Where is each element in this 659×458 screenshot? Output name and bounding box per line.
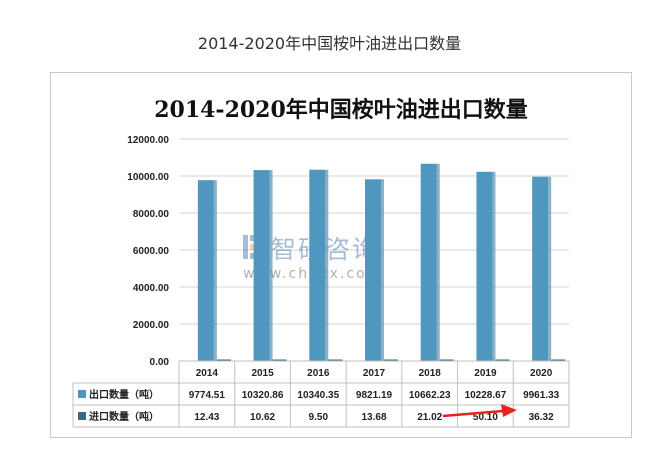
bar-export-shade-2015 [269,170,273,361]
data-table: 2014 2015 2016 2017 2018 2019 2020 出口数量（吨） 9774.… [72,360,570,428]
x-tick-label: 2016 [307,368,330,379]
bar-export-shade-2016 [325,169,329,361]
x-tick-label: 2017 [363,368,386,379]
bar-import-2014 [216,359,231,361]
bar-export-2019 [476,171,493,361]
table-cell: 10.62 [250,412,275,423]
y-tick-label: 2000.00 [133,320,170,331]
bar-export-2017 [365,179,381,361]
page-title: 2014-2020年中国桉叶油进出口数量 [197,34,462,53]
bar-import-2016 [328,359,343,361]
table-cell: 21.02 [417,412,442,423]
y-tick-label: 8000.00 [133,209,170,220]
bar-export-shade-2017 [381,179,384,361]
table-cell: 10662.23 [409,390,451,401]
y-tick-label: 6000.00 [133,246,170,257]
x-tick-label: 2019 [474,368,497,379]
bar-export-shade-2019 [492,171,496,361]
x-tick-label: 2018 [419,368,442,379]
table-cell: 13.68 [361,412,386,423]
bar-export-shade-2014 [213,180,217,361]
table-cell: 9774.51 [189,390,226,401]
series-label-export: 出口数量（吨） [89,388,159,401]
table-cell: 50.10 [473,412,498,423]
bar-export-2014 [197,180,214,361]
y-tick-label: 0.00 [150,357,170,368]
x-tick-label: 2014 [196,368,219,379]
bar-import-2017 [384,359,398,361]
bar-export-2020 [532,176,549,361]
bar-chart: 2014-2020年中国桉叶油进出口数量 0.00 2000.00 4000.00 6… [72,97,570,428]
chart-figure: 2014-2020年中国桉叶油进出口数量 0.00 2000.00 4000.00 6… [50,72,632,438]
bars [179,163,569,362]
y-tick-label: 12000.00 [127,135,169,146]
table-cell: 12.43 [194,412,219,423]
table-cell: 9.50 [309,412,329,423]
series-label-import: 进口数量（吨） [89,410,159,423]
legend-key-export [78,390,86,398]
arrow-shaft [442,409,504,418]
bar-import-2019 [495,359,510,361]
y-tick-label: 10000.00 [127,172,169,183]
table-cell: 10320.86 [242,390,284,401]
bar-export-shade-2020 [548,176,552,361]
bar-import-2020 [551,359,566,361]
bar-import-2018 [439,359,454,361]
legend-key-import [78,412,86,420]
table-cell: 10340.35 [297,390,339,401]
arrow-head [501,404,517,417]
y-tick-label: 4000.00 [133,283,170,294]
bar-export-2015 [253,170,270,361]
table-cell: 36.32 [529,412,554,423]
bar-export-shade-2018 [436,163,440,361]
bar-import-2015 [272,359,287,361]
annotation-arrow [442,404,517,418]
table-cell: 9821.19 [356,390,393,401]
bar-export-2016 [309,169,326,361]
x-tick-label: 2020 [530,368,553,379]
x-tick-label: 2015 [251,368,274,379]
table-cell: 9961.33 [523,390,560,401]
chart-title: 2014-2020年中国桉叶油进出口数量 [154,97,528,123]
table-cell: 10228.67 [465,390,507,401]
y-axis-ticks: 0.00 2000.00 4000.00 6000.00 8000.00 10000.00… [127,135,169,368]
bar-export-2018 [420,163,437,361]
